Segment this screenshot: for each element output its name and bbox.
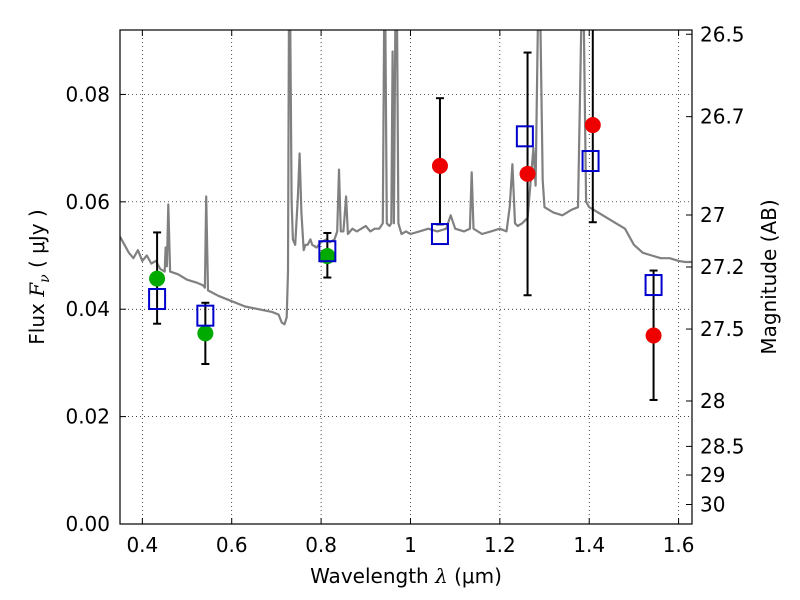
model-box-marker bbox=[515, 125, 534, 148]
model-box-marker bbox=[581, 150, 600, 173]
plot-frame bbox=[119, 29, 693, 525]
model-box-marker bbox=[196, 304, 215, 327]
y-tick-label: 0.02 bbox=[65, 405, 110, 429]
right-tick-label: 26.5 bbox=[700, 22, 745, 46]
y-axis-label: Flux Fν ( μJy ) bbox=[25, 209, 53, 344]
right-tick-label: 29 bbox=[700, 463, 725, 487]
green-data-point bbox=[319, 248, 336, 265]
right-tick-label: 26.7 bbox=[700, 105, 745, 129]
red-data-point bbox=[519, 165, 536, 182]
right-tick-label: 27.2 bbox=[700, 255, 745, 279]
x-tick-label: 0.4 bbox=[126, 533, 158, 557]
x-tick-label: 1 bbox=[404, 533, 417, 557]
red-data-point bbox=[431, 157, 448, 174]
x-tick-label: 0.6 bbox=[216, 533, 248, 557]
green-data-point bbox=[149, 270, 166, 287]
right-tick-label: 27.5 bbox=[700, 317, 745, 341]
model-box-marker bbox=[644, 274, 663, 297]
y-tick-label: 0.04 bbox=[65, 297, 110, 321]
x-tick-label: 0.8 bbox=[305, 533, 337, 557]
right-tick-label: 28 bbox=[700, 389, 725, 413]
y-tick-label: 0.08 bbox=[65, 82, 110, 106]
x-axis-label: Wavelength λ (μm) bbox=[310, 564, 502, 588]
y-tick-label: 0.00 bbox=[65, 512, 110, 536]
green-data-point bbox=[197, 325, 214, 342]
right-tick-label: 30 bbox=[700, 493, 725, 517]
grid-lines bbox=[120, 30, 692, 524]
spectrum-line bbox=[120, 30, 692, 326]
right-axis-label: Magnitude (AB) bbox=[757, 199, 781, 354]
axes: 0.4 0.6 0.8 1 1.2 1.4 1.6 0.00 0.02 0.04 0.06 0.08 2… bbox=[65, 22, 744, 557]
right-tick-label: 27 bbox=[700, 203, 725, 227]
x-tick-label: 1.6 bbox=[663, 533, 695, 557]
plot-area bbox=[120, 30, 692, 401]
red-data-point bbox=[584, 117, 601, 134]
right-tick-label: 28.5 bbox=[700, 434, 745, 458]
x-tick-label: 1.2 bbox=[484, 533, 516, 557]
model-box-marker bbox=[430, 223, 449, 246]
y-tick-label: 0.06 bbox=[65, 190, 110, 214]
red-data-point bbox=[645, 327, 662, 344]
x-tick-label: 1.4 bbox=[573, 533, 605, 557]
model-box-marker bbox=[318, 240, 337, 263]
model-box-marker bbox=[148, 288, 167, 311]
